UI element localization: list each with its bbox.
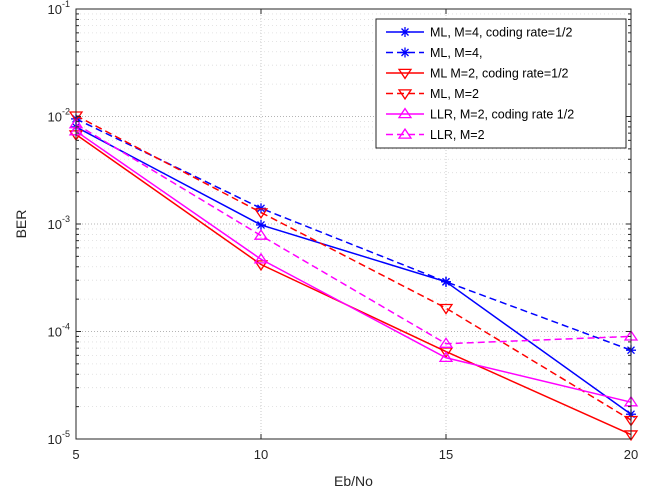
x-tick-label: 15: [439, 447, 453, 462]
triangle-down-marker: [438, 347, 454, 359]
plot-frame: [75, 8, 632, 440]
legend-entry: LLR, M=2, coding rate 1/2: [430, 108, 574, 122]
y-tick-label: 10-3: [48, 214, 70, 232]
triangle-down-marker: [438, 303, 454, 315]
x-tick-label: 5: [72, 447, 79, 462]
series-line: [75, 114, 632, 421]
legend-box: [375, 18, 627, 149]
y-tick-label: 10-4: [48, 322, 70, 340]
triangle-up-marker: [253, 252, 269, 264]
star-marker: [441, 276, 451, 287]
legend: ML, M=4, coding rate=1/2 ML, M=4, ML M=2, …: [375, 18, 627, 149]
star-marker: [256, 219, 266, 230]
triangle-up-marker: [397, 107, 413, 119]
legend-entry: LLR, M=2: [430, 128, 485, 142]
series-line: [75, 126, 632, 415]
triangle-up-marker: [253, 229, 269, 240]
y-tick-label: 10-5: [48, 429, 70, 447]
y-tick-label: 10-2: [48, 107, 70, 125]
triangle-down-marker: [397, 68, 413, 80]
triangle-down-marker: [253, 260, 269, 272]
series-group: [68, 111, 639, 442]
star-marker: [400, 47, 410, 58]
legend-entry: ML, M=4,: [430, 46, 482, 60]
star-marker: [400, 27, 410, 37]
y-axis-label: BER: [13, 210, 29, 239]
x-axis-label: Eb/No: [334, 473, 373, 489]
legend-entry: ML M=2, coding rate=1/2: [430, 67, 569, 81]
triangle-up-marker: [438, 337, 454, 348]
series-line: [75, 130, 632, 403]
y-tick-label: 10-1: [48, 0, 70, 17]
triangle-up-marker: [397, 127, 413, 139]
series-line: [75, 123, 632, 345]
x-tick-label: 20: [624, 447, 638, 462]
series-5: [68, 117, 639, 348]
grid: [76, 9, 631, 439]
legend-entry: ML, M=4, coding rate=1/2: [430, 26, 572, 40]
x-tick-label: 10: [254, 447, 268, 462]
legend-entry: ML, M=2: [430, 87, 479, 101]
triangle-down-marker: [397, 89, 413, 101]
triangle-down-marker: [253, 208, 269, 220]
triangle-up-marker: [438, 351, 454, 362]
